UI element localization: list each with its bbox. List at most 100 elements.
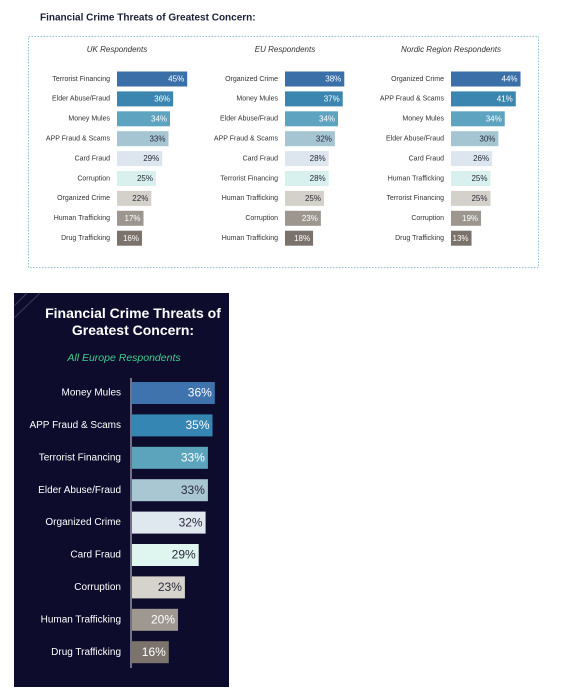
bar [117,190,152,206]
category-label: Terrorist Financing [52,76,110,83]
category-label: Money Mules [236,96,278,103]
category-label: Organized Crime [57,195,110,202]
bar [117,230,142,246]
bar [132,446,208,469]
category-label: Human Trafficking [222,195,278,202]
value-label: 33% [181,450,205,464]
category-label: Terrorist Financing [386,195,444,202]
category-label: Corruption [74,582,121,593]
bar [132,576,185,599]
value-label: 29% [143,154,159,163]
bar [117,111,171,127]
value-label: 25% [137,174,153,183]
chart-title: Nordic Region Respondents [401,45,501,54]
value-label: 34% [319,114,335,123]
value-label: 16% [123,234,139,243]
value-label: 44% [502,75,518,84]
category-label: Card Fraud [70,550,121,561]
value-label: 26% [473,154,489,163]
value-label: 30% [479,134,495,143]
category-label: Card Fraud [75,155,111,162]
bar [285,111,339,127]
bar [451,151,493,167]
category-label: APP Fraud & Scams [29,420,121,431]
value-label: 34% [151,114,167,123]
category-label: Human Trafficking [54,215,110,222]
category-label: Organized Crime [391,76,444,83]
value-label: 20% [151,612,175,626]
category-label: APP Fraud & Scams [46,136,111,143]
chart-title: Financial Crime Threats of Greatest Conc… [45,305,221,338]
category-label: Drug Trafficking [61,235,110,242]
value-label: 29% [172,548,196,562]
value-label: 34% [486,114,502,123]
bar [285,190,324,206]
title-box: Financial Crime Threats of Greatest Conc… [45,305,221,338]
category-label: APP Fraud & Scams [214,136,279,143]
value-label: 37% [324,95,340,104]
category-label: Drug Trafficking [395,235,444,242]
chart-title: UK Respondents [87,45,147,54]
value-label: 25% [471,194,487,203]
category-label: Money Mules [402,116,444,123]
bar [132,641,169,664]
category-label: Elder Abuse/Fraud [386,136,444,143]
value-label: 19% [462,214,478,223]
category-label: Human Trafficking [388,175,444,182]
category-label: Elder Abuse/Fraud [220,116,278,123]
category-label: Corruption [77,175,110,182]
bar [117,171,156,186]
bar [132,608,178,631]
value-label: 33% [149,134,165,143]
value-label: 41% [497,95,513,104]
value-label: 28% [310,174,326,183]
category-label: Money Mules [68,116,110,123]
value-label: 25% [471,174,487,183]
category-label: Money Mules [62,388,121,399]
value-label: 23% [302,214,318,223]
bar [117,71,188,87]
category-label: Elder Abuse/Fraud [38,485,121,496]
bar [451,131,499,147]
value-label: 23% [158,580,182,594]
value-label: 17% [125,214,141,223]
category-label: Organized Crime [225,76,278,83]
category-label: Card Fraud [409,155,445,162]
category-label: Corruption [411,215,444,222]
bar [285,91,343,107]
value-label: 13% [453,234,469,243]
bar [132,382,215,404]
bar [117,151,163,167]
category-label: APP Fraud & Scams [380,96,445,103]
bar [451,171,491,186]
value-label: 35% [185,418,209,432]
value-label: 36% [188,386,212,400]
bar [285,131,335,147]
value-label: 45% [168,75,184,84]
bar [451,91,516,107]
bar [132,479,208,502]
value-label: 36% [154,95,170,104]
category-label: Drug Trafficking [51,647,121,658]
value-label: 38% [325,75,341,84]
bar [117,91,174,107]
bar [117,210,144,226]
bar [285,210,321,226]
bar [451,210,482,226]
category-label: Terrorist Financing [220,175,278,182]
bar [285,230,314,246]
top-frame [28,36,539,268]
category-label: Human Trafficking [222,235,278,242]
value-label: 18% [294,234,310,243]
page-title: Financial Crime Threats of Greatest Conc… [40,13,256,24]
value-label: 32% [179,515,203,529]
category-label: Elder Abuse/Fraud [52,96,110,103]
category-label: Card Fraud [243,155,279,162]
bar [451,230,472,246]
bar [132,414,213,437]
value-label: 33% [181,483,205,497]
bar [451,71,521,87]
category-label: Terrorist Financing [39,452,121,463]
